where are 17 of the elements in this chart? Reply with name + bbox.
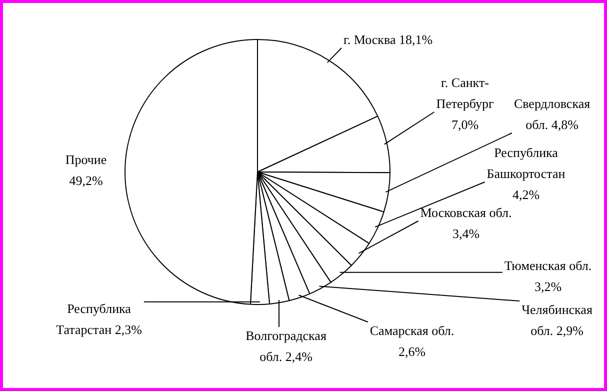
slice-label: Самарская обл. [370,323,454,338]
slice-label: Республика Татарстан 2,3% [56,301,142,337]
slice-label: г. Москва 18,1% [343,32,433,47]
data-label: 7,0% [451,117,479,132]
slice-label: Московская обл. [420,205,512,220]
slice-label: Свердловская обл. 4,8% [514,96,590,132]
data-label: 3,4% [452,226,480,241]
slice-label: г. Санкт-Петербург [436,75,494,111]
data-label: 2,6% [398,344,426,359]
data-label: 3,2% [534,279,562,294]
slice-label: Тюменская обл. [504,258,592,273]
slice-label: Челябинская обл. 2,9% [522,302,592,338]
slice-label: Прочие [65,152,107,167]
slice-label: Волгоградская обл. 2,4% [246,328,326,364]
data-label: 4,2% [512,187,540,202]
slice-label: Республика Башкортостан [486,145,566,181]
data-label: 49,2% [69,173,103,188]
